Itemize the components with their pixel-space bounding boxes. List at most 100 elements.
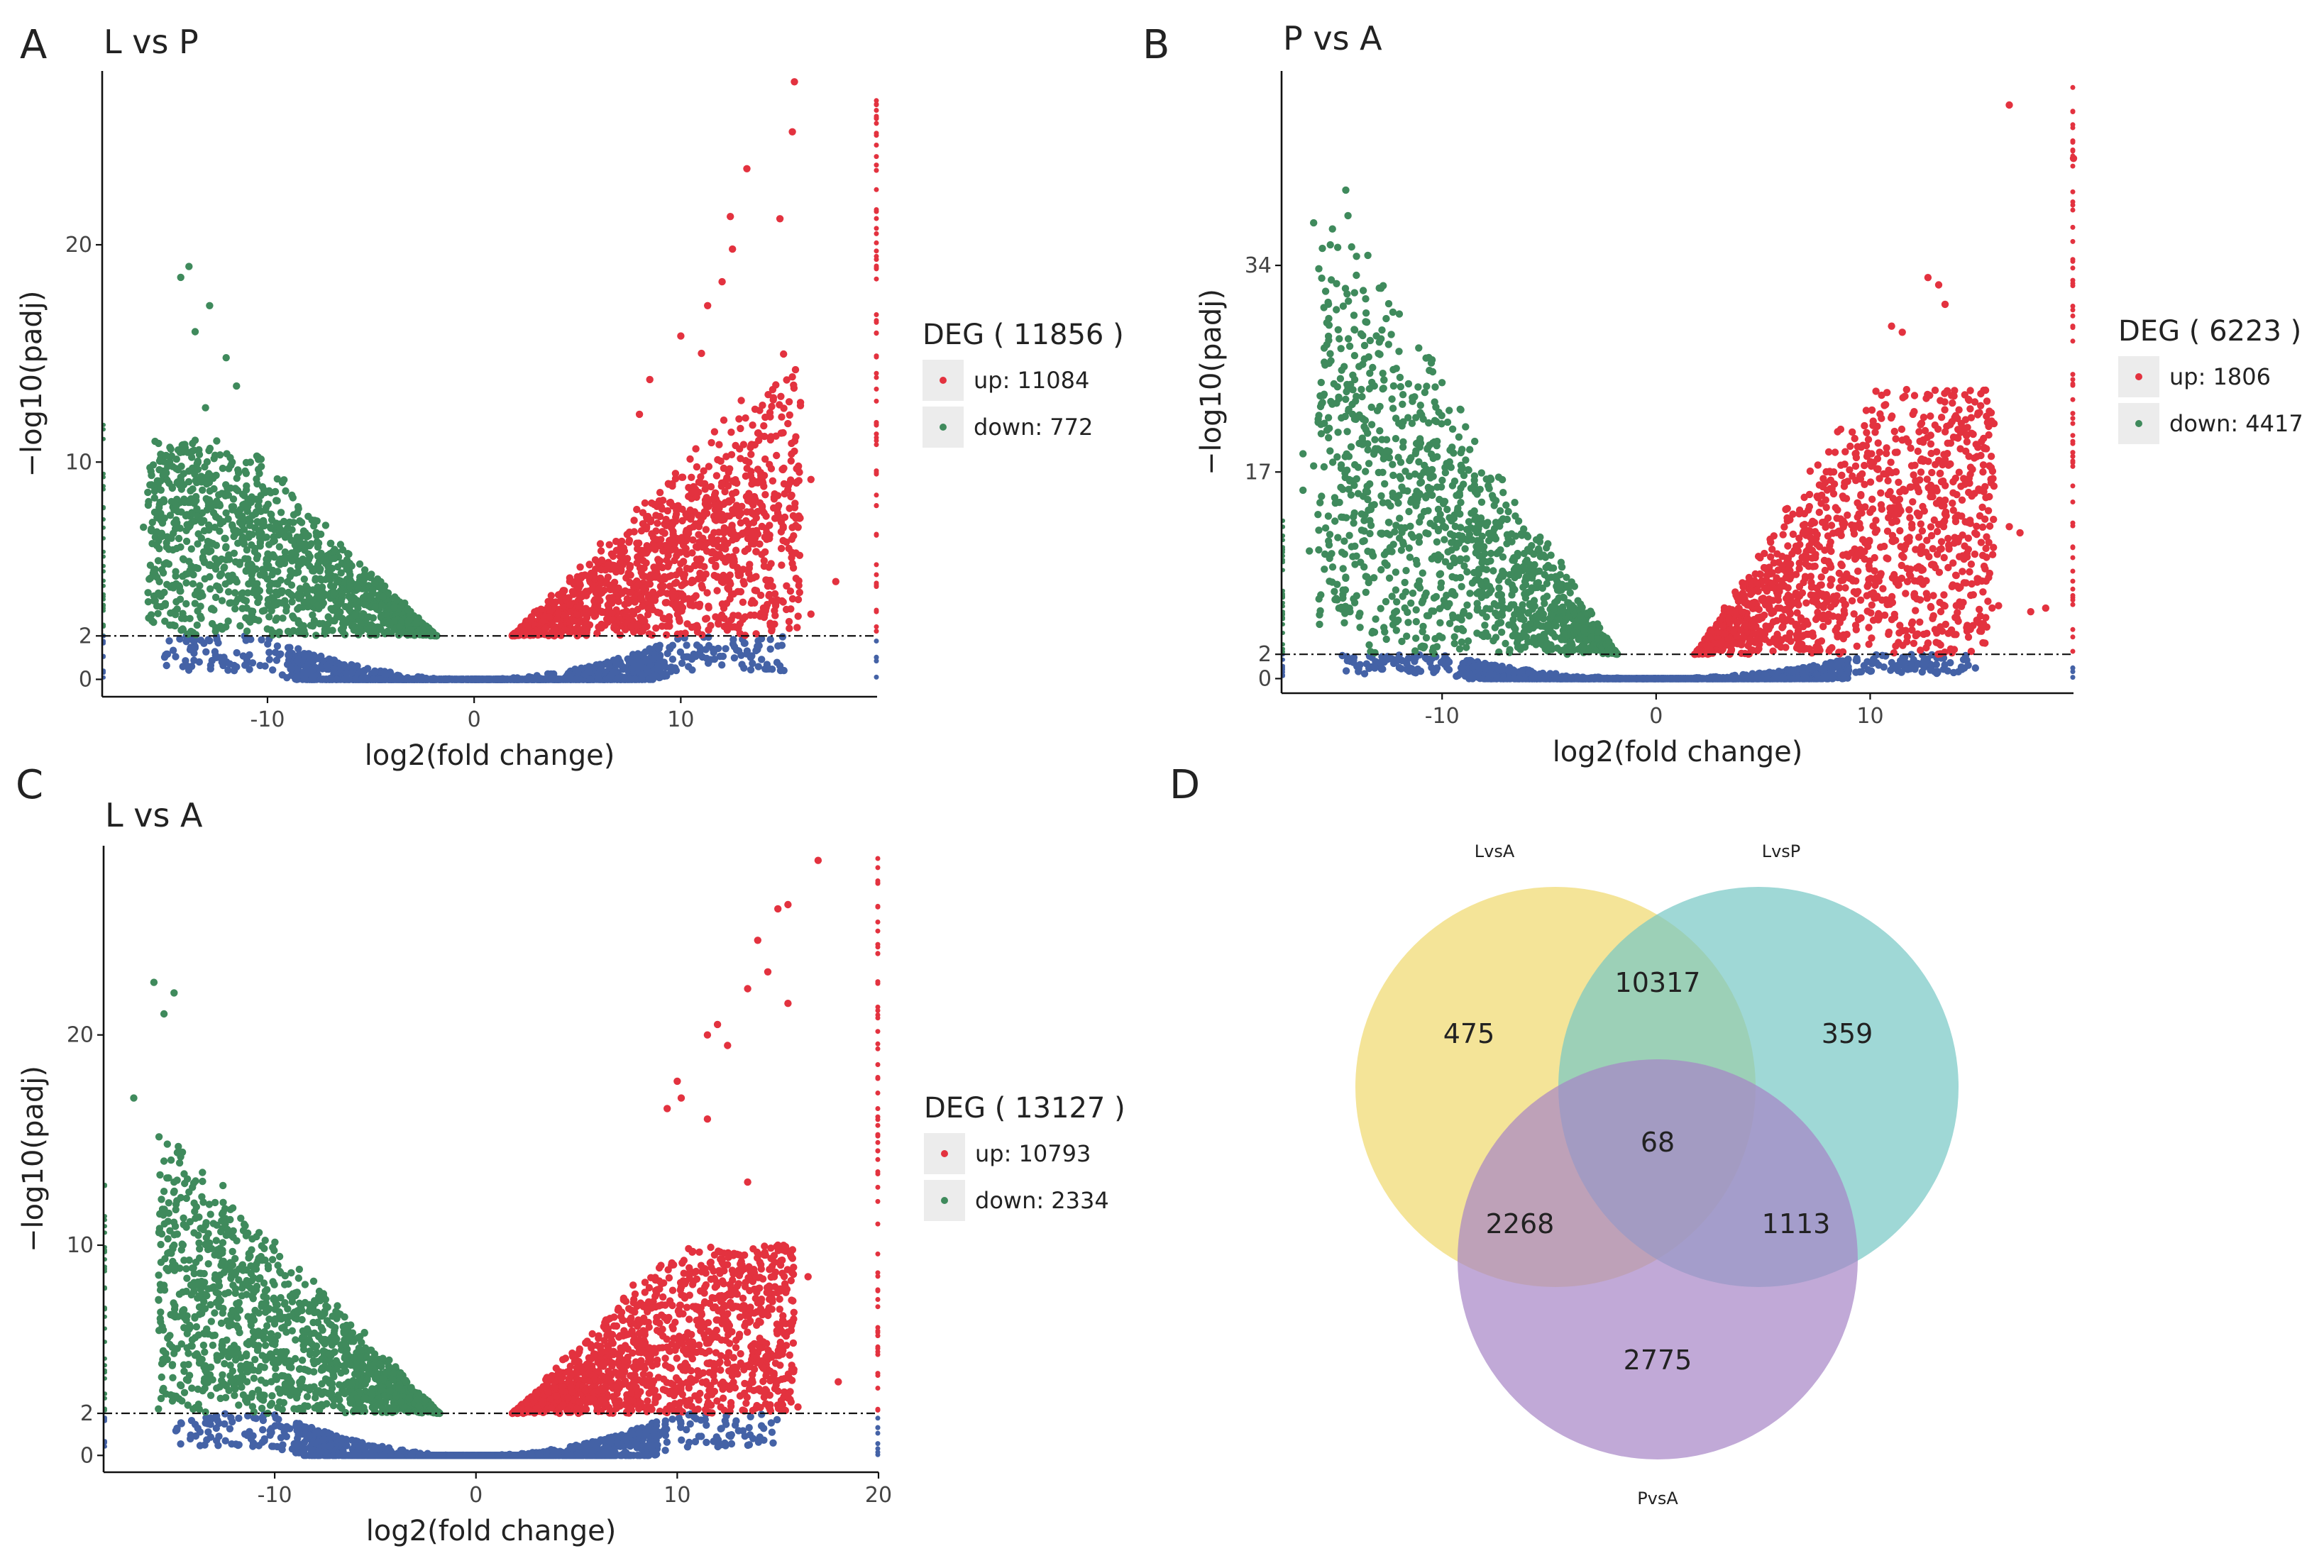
up-point <box>616 558 624 567</box>
up-point <box>770 495 778 503</box>
up-point <box>663 631 671 639</box>
up-point <box>699 534 707 542</box>
up-point <box>687 597 695 605</box>
up-point <box>874 562 879 568</box>
up-point <box>686 506 694 514</box>
up-point <box>766 436 775 444</box>
up-point <box>696 541 704 549</box>
ns-point <box>754 637 762 645</box>
up-point <box>777 429 786 437</box>
x-tick-label: -10 <box>250 707 285 732</box>
up-point <box>874 318 879 324</box>
down-point <box>327 539 335 547</box>
up-point <box>661 599 669 607</box>
down-point <box>378 611 385 619</box>
ns-point <box>333 675 341 683</box>
ns-point <box>778 641 786 649</box>
down-point <box>266 523 274 531</box>
up-point <box>712 563 720 570</box>
down-point <box>419 619 426 628</box>
up-point <box>570 589 578 597</box>
up-point <box>766 409 774 416</box>
up-point <box>698 349 705 358</box>
down-point <box>164 463 172 470</box>
up-point <box>780 350 788 358</box>
up-point <box>760 613 769 622</box>
up-point <box>874 162 879 168</box>
ns-point <box>649 655 657 663</box>
up-point <box>690 523 698 531</box>
down-point <box>148 525 155 533</box>
down-point <box>373 631 380 639</box>
ns-point <box>778 633 787 641</box>
down-point <box>335 609 343 617</box>
down-point <box>255 617 263 624</box>
up-point <box>639 584 647 592</box>
down-point <box>296 517 304 525</box>
up-point <box>737 397 745 404</box>
ns-point <box>403 675 411 683</box>
down-point <box>354 604 362 612</box>
down-point <box>285 588 292 597</box>
down-point <box>160 588 168 597</box>
up-point <box>648 530 656 538</box>
down-point <box>177 543 185 551</box>
up-point <box>874 654 879 660</box>
down-point <box>263 560 270 568</box>
down-point <box>245 617 253 624</box>
down-point <box>191 328 199 336</box>
up-point <box>659 614 667 622</box>
up-point <box>597 556 606 564</box>
up-point <box>616 631 624 639</box>
up-point <box>707 533 715 541</box>
up-point <box>597 607 606 615</box>
up-point <box>702 526 710 534</box>
ns-point <box>678 659 686 667</box>
down-point <box>337 569 345 577</box>
down-point <box>156 457 165 465</box>
ns-point <box>734 647 743 655</box>
up-point <box>755 436 763 444</box>
up-point <box>644 547 651 555</box>
down-point <box>222 543 230 551</box>
down-point <box>191 436 199 444</box>
down-point <box>270 629 278 637</box>
down-point <box>233 382 241 390</box>
down-point <box>204 537 212 546</box>
up-point <box>743 165 751 172</box>
up-point <box>786 624 793 632</box>
ns-point <box>594 674 602 683</box>
up-point <box>747 451 755 458</box>
down-point <box>309 566 316 574</box>
down-point <box>206 302 214 309</box>
up-point <box>720 536 728 544</box>
up-point <box>757 472 765 480</box>
up-point <box>633 505 641 514</box>
down-point <box>155 545 163 553</box>
down-point <box>314 539 323 547</box>
up-point <box>734 565 742 573</box>
ns-point <box>429 675 438 683</box>
up-point <box>710 491 719 499</box>
up-point <box>641 499 649 507</box>
down-point <box>226 484 235 492</box>
down-point <box>191 600 199 607</box>
up-point <box>807 610 815 618</box>
up-point <box>656 489 664 497</box>
up-point <box>727 429 735 436</box>
ns-point <box>381 670 389 678</box>
ns-point <box>1416 667 1425 675</box>
legend-title: DEG ( 11856 ) <box>923 319 1124 351</box>
ns-point <box>258 636 265 644</box>
down-point <box>145 497 153 506</box>
down-point <box>338 546 347 554</box>
down-point <box>200 548 208 556</box>
up-point <box>737 455 744 463</box>
up-point <box>705 626 712 634</box>
up-point <box>793 624 801 631</box>
down-point <box>224 588 233 596</box>
down-point <box>334 578 341 586</box>
ns-point <box>493 675 501 683</box>
ns-point <box>605 662 613 670</box>
down-point <box>240 596 248 604</box>
